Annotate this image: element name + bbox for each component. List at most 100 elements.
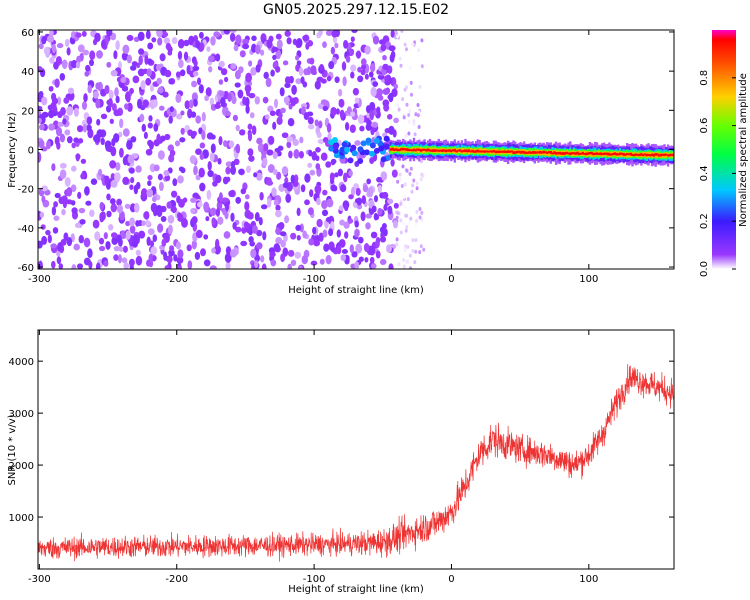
heatmap-cell	[323, 243, 330, 252]
heatmap-cell	[156, 30, 163, 38]
heatmap-cell	[276, 116, 283, 125]
heatmap-cell	[420, 210, 424, 215]
heatmap-cell	[489, 150, 492, 153]
heatmap-cell	[164, 174, 171, 182]
heatmap-cell	[331, 158, 337, 164]
spectrogram-y-tick-label: -20	[18, 185, 34, 196]
heatmap-cell	[322, 229, 328, 238]
heatmap-cell	[275, 236, 283, 245]
heatmap-cell	[377, 184, 383, 194]
heatmap-cell	[55, 127, 63, 137]
heatmap-cell	[286, 37, 292, 45]
heatmap-cell	[307, 123, 315, 130]
heatmap-cell	[402, 264, 406, 269]
heatmap-cell	[537, 151, 540, 154]
heatmap-cell	[63, 232, 69, 242]
heatmap-cell	[396, 179, 400, 184]
heatmap-cell	[298, 150, 305, 159]
heatmap-cell	[227, 93, 232, 102]
heatmap-cell	[284, 82, 291, 89]
heatmap-cell	[398, 172, 402, 177]
heatmap-cell	[254, 96, 260, 105]
heatmap-cell	[416, 113, 420, 118]
heatmap-cell	[638, 153, 641, 157]
heatmap-cell	[547, 150, 551, 157]
heatmap-cell	[248, 60, 253, 67]
heatmap-cell	[321, 209, 329, 217]
heatmap-cell	[56, 43, 64, 49]
heatmap-cell	[402, 120, 406, 125]
heatmap-cell	[514, 151, 517, 154]
spectrogram-y-axis-label: Frequency (Hz)	[7, 112, 18, 188]
heatmap-cell	[84, 186, 90, 196]
heatmap-cell	[402, 115, 406, 120]
heatmap-cell	[369, 150, 375, 157]
heatmap-cell	[51, 206, 57, 216]
heatmap-cell	[279, 87, 285, 97]
heatmap-cell	[387, 198, 394, 205]
heatmap-cell	[113, 50, 118, 60]
heatmap-cell	[373, 212, 379, 221]
heatmap-cell	[203, 201, 210, 212]
snr-y-ticks: 1000 2000 3000 4000	[9, 357, 674, 524]
heatmap-cell	[148, 140, 154, 150]
heatmap-cell	[307, 207, 314, 216]
heatmap-cell	[345, 55, 351, 63]
heatmap-cell	[124, 203, 131, 209]
heatmap-cell	[275, 209, 282, 218]
heatmap-cell	[278, 112, 283, 119]
heatmap-cell	[245, 72, 253, 83]
heatmap-cell	[567, 152, 570, 155]
heatmap-cell	[192, 98, 198, 107]
heatmap-cell	[135, 181, 141, 190]
heatmap-cell	[357, 75, 364, 83]
heatmap-cell	[565, 151, 568, 155]
heatmap-cell	[87, 248, 93, 259]
heatmap-cell	[354, 97, 360, 104]
heatmap-cell	[119, 118, 124, 129]
heatmap-cell	[411, 238, 415, 243]
heatmap-cell	[271, 46, 279, 52]
heatmap-cell	[206, 189, 212, 200]
heatmap-cell	[585, 152, 588, 156]
heatmap-cell	[368, 71, 374, 78]
heatmap-cell	[334, 76, 340, 83]
heatmap-cell	[365, 137, 372, 144]
heatmap-cell	[81, 101, 88, 110]
heatmap-cell	[66, 106, 74, 116]
heatmap-cell	[496, 150, 499, 154]
heatmap-cell	[388, 92, 394, 103]
heatmap-cell	[313, 239, 321, 247]
heatmap-cell	[467, 149, 471, 152]
spectrogram-x-tick-label: 0	[448, 274, 454, 285]
heatmap-cell	[190, 111, 197, 118]
heatmap-cell	[275, 49, 282, 60]
heatmap-cell	[398, 56, 402, 61]
heatmap-cell	[171, 37, 178, 45]
heatmap-cell	[383, 204, 388, 211]
heatmap-cell	[116, 198, 122, 206]
heatmap-cell	[177, 39, 185, 49]
heatmap-cell	[348, 194, 354, 200]
heatmap-cell	[54, 192, 61, 199]
heatmap-cell	[64, 129, 71, 136]
heatmap-cell	[141, 123, 147, 132]
heatmap-cell	[384, 75, 389, 83]
heatmap-cell	[668, 153, 672, 157]
heatmap-cell	[360, 58, 367, 66]
heatmap-cell	[306, 66, 312, 76]
heatmap-cell	[428, 149, 432, 152]
heatmap-cell	[215, 207, 221, 217]
heatmap-cell	[52, 227, 59, 234]
heatmap-cell	[586, 152, 590, 155]
snr-x-axis-label: Height of straight line (km)	[288, 584, 424, 595]
heatmap-cell	[409, 166, 413, 171]
colorbar-tick-label: 0.4	[699, 165, 710, 181]
heatmap-cell	[320, 78, 327, 84]
heatmap-cell	[418, 263, 422, 268]
heatmap-cell	[340, 184, 347, 193]
heatmap-cell	[195, 148, 202, 155]
heatmap-cell	[39, 211, 44, 218]
heatmap-cell	[652, 153, 656, 157]
heatmap-cell	[391, 147, 394, 151]
